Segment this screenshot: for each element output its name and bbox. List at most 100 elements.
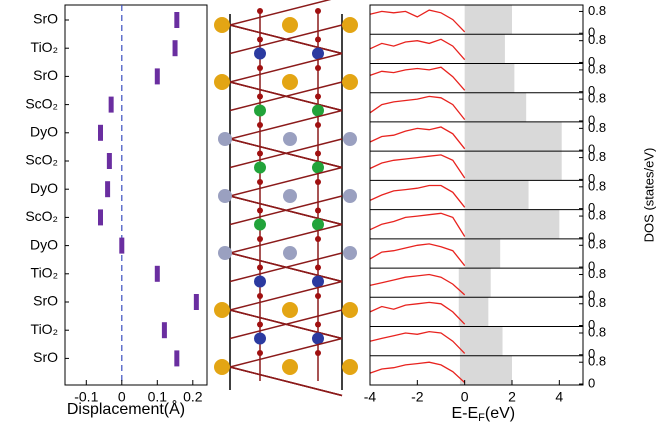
dos-curve	[370, 39, 465, 59]
y-tick-label: 0.8	[588, 32, 606, 47]
displacement-mark	[107, 153, 112, 169]
band-gap	[465, 63, 515, 92]
atom-dy	[218, 132, 232, 146]
atom-dy	[218, 246, 232, 260]
atom-dy	[283, 132, 297, 146]
dos-curve	[370, 302, 465, 324]
y-tick-label: 0.8	[588, 178, 606, 193]
atom-b	[312, 276, 324, 288]
dos-curve	[370, 244, 465, 266]
atom-o	[257, 236, 263, 242]
atom-o	[257, 37, 263, 43]
atom-sr	[282, 302, 298, 318]
atom-o	[257, 179, 263, 185]
y-tick-label: 0.8	[588, 324, 606, 339]
atom-sr	[342, 17, 358, 33]
crystal-structure	[214, 0, 358, 396]
displacement-mark	[174, 350, 179, 366]
atom-o	[257, 208, 263, 214]
plot-frame	[65, 5, 207, 385]
y-tick-label: 0.8	[588, 207, 606, 222]
displacement-mark	[109, 97, 114, 113]
displacement-mark	[105, 181, 110, 197]
layer-label: SrO	[33, 349, 58, 365]
y-tick-label: 0.8	[588, 3, 606, 18]
layer-label: ScO₂	[25, 208, 58, 224]
atom-o	[315, 151, 321, 157]
atom-o	[315, 65, 321, 71]
layer-label: ScO₂	[25, 95, 58, 111]
dos-curve	[370, 127, 465, 149]
atom-b	[254, 105, 266, 117]
layer-label: TiO₂	[31, 265, 58, 281]
band-gap	[465, 151, 562, 180]
atom-b	[312, 162, 324, 174]
band-gap	[465, 93, 527, 122]
layer-label: DyO	[30, 236, 58, 252]
x-tick-label: 2	[508, 389, 516, 405]
atom-o	[257, 265, 263, 271]
y-tick-label: 0.8	[588, 266, 606, 281]
x-tick-label: -2	[411, 389, 424, 405]
displacement-mark	[194, 294, 199, 310]
dos-curve	[370, 332, 465, 354]
atom-o	[257, 151, 263, 157]
band-gap	[460, 327, 503, 356]
layer-label: DyO	[30, 124, 58, 140]
atom-o	[315, 179, 321, 185]
atom-b	[254, 276, 266, 288]
displacement-mark	[155, 266, 160, 282]
atom-b	[254, 162, 266, 174]
band-gap	[465, 5, 512, 34]
atom-o	[257, 322, 263, 328]
atom-dy	[283, 189, 297, 203]
layer-label: TiO₂	[31, 39, 58, 55]
displacement-mark	[155, 68, 160, 84]
atom-o	[315, 8, 321, 14]
atom-dy	[343, 189, 357, 203]
layer-label: DyO	[30, 180, 58, 196]
atom-o	[315, 265, 321, 271]
x-tick-label: 4	[555, 389, 563, 405]
x-tick-label: 0	[461, 389, 469, 405]
band-gap	[460, 356, 512, 385]
atom-sr	[214, 17, 230, 33]
atom-sr	[342, 359, 358, 375]
x-axis-label: E-EF(eV)	[452, 405, 516, 424]
atom-o	[257, 350, 263, 356]
atom-o	[315, 322, 321, 328]
dos-curve	[370, 186, 465, 208]
x-axis-label-part: E-E	[452, 405, 479, 422]
atom-o	[257, 65, 263, 71]
atom-b	[312, 219, 324, 231]
layer-label: SrO	[33, 11, 58, 27]
displacement-mark	[119, 238, 124, 254]
displacement-mark	[98, 209, 103, 225]
y-tick-label: 0.8	[588, 295, 606, 310]
layer-label: ScO₂	[25, 152, 58, 168]
y-tick-label: 0.8	[588, 237, 606, 252]
atom-sr	[214, 302, 230, 318]
displacement-mark	[174, 12, 179, 28]
atom-dy	[343, 246, 357, 260]
atom-sr	[342, 302, 358, 318]
dos-curve	[370, 10, 465, 32]
atom-b	[254, 219, 266, 231]
atom-sr	[214, 74, 230, 90]
atom-o	[315, 122, 321, 128]
atom-o	[315, 37, 321, 43]
atom-o	[315, 350, 321, 356]
dos-curve	[370, 275, 465, 295]
x-axis-label: Displacement(Å)	[67, 399, 185, 418]
atom-b	[312, 48, 324, 60]
atom-o	[315, 208, 321, 214]
atom-b	[312, 105, 324, 117]
dos-curve	[370, 96, 465, 119]
atom-dy	[218, 189, 232, 203]
atom-sr	[282, 17, 298, 33]
y-tick-label: 0.8	[588, 149, 606, 164]
atom-sr	[282, 74, 298, 90]
x-tick-label: -4	[364, 389, 377, 405]
band-gap	[459, 268, 491, 297]
atom-dy	[343, 132, 357, 146]
